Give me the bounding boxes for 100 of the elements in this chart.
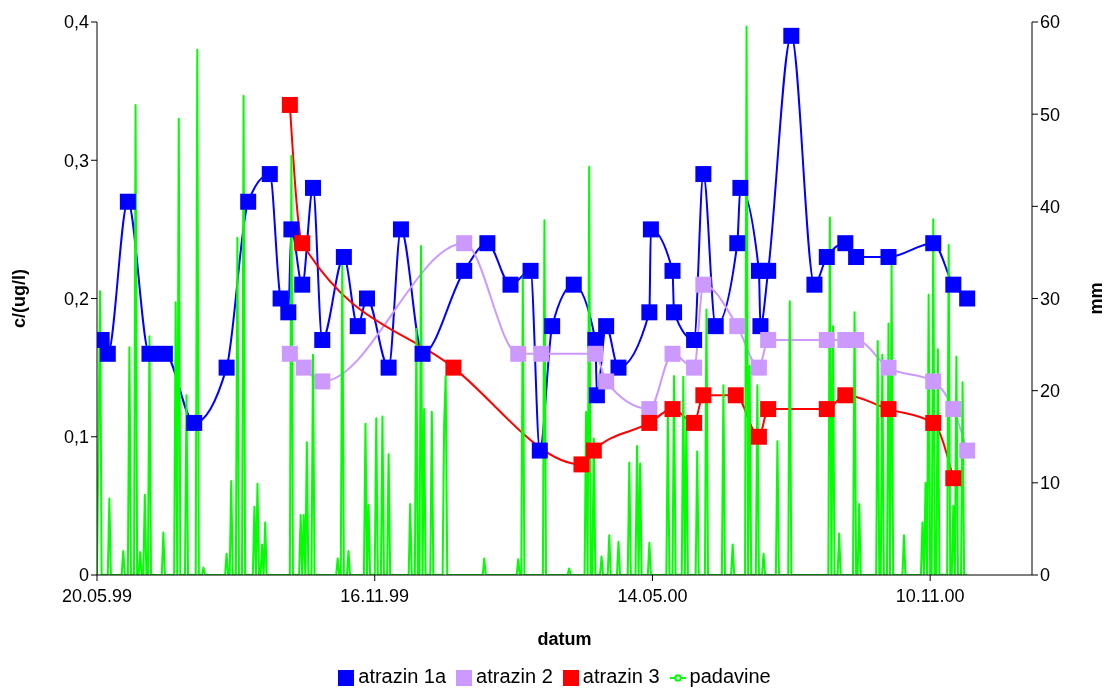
point <box>479 235 496 252</box>
point <box>294 276 311 293</box>
point <box>392 221 409 238</box>
point <box>925 373 942 390</box>
point <box>522 262 539 279</box>
legend-label: atrazin 3 <box>582 665 660 687</box>
point <box>281 345 298 362</box>
point <box>945 470 962 487</box>
point <box>818 249 835 266</box>
point <box>335 249 352 266</box>
point <box>925 235 942 252</box>
point <box>380 359 397 376</box>
point <box>760 262 777 279</box>
point <box>729 235 746 252</box>
point <box>294 235 311 252</box>
point <box>240 193 257 210</box>
y2-tick-label: 10 <box>1040 473 1061 494</box>
point <box>186 414 203 431</box>
point <box>585 442 602 459</box>
point <box>750 359 767 376</box>
point <box>573 456 590 473</box>
y2-tick-label: 50 <box>1040 104 1061 125</box>
point <box>314 373 331 390</box>
x-tick-label: 20.05.99 <box>61 585 133 606</box>
point <box>945 401 962 418</box>
point <box>837 235 854 252</box>
point <box>502 276 519 293</box>
y-tick-label: 0,1 <box>63 427 89 448</box>
point <box>760 401 777 418</box>
point <box>880 401 897 418</box>
point <box>281 96 298 113</box>
point <box>695 387 712 404</box>
point <box>727 387 744 404</box>
point <box>544 318 561 335</box>
point <box>99 345 116 362</box>
point <box>925 414 942 431</box>
x-tick-label: 16.11.99 <box>340 585 410 606</box>
point <box>359 290 376 307</box>
point <box>445 359 462 376</box>
point <box>280 304 297 321</box>
point <box>456 262 473 279</box>
point <box>664 345 681 362</box>
point <box>695 166 712 183</box>
y-tick-label: 0 <box>78 565 89 586</box>
point <box>156 345 173 362</box>
point <box>959 442 976 459</box>
point <box>880 249 897 266</box>
point <box>565 276 582 293</box>
point <box>707 318 724 335</box>
point <box>598 373 615 390</box>
legend-label: padavine <box>689 665 771 687</box>
point <box>818 401 835 418</box>
point <box>295 359 312 376</box>
y-tick-label: 0,2 <box>63 288 89 309</box>
point <box>349 318 366 335</box>
point <box>760 331 777 348</box>
point <box>510 345 527 362</box>
point <box>598 318 615 335</box>
point <box>664 262 681 279</box>
point <box>880 359 897 376</box>
point <box>664 401 681 418</box>
point <box>732 179 749 196</box>
point <box>531 442 548 459</box>
point <box>686 414 703 431</box>
point <box>610 359 627 376</box>
point <box>456 235 473 252</box>
y-axis-title: c/(ug/l) <box>9 269 30 328</box>
legend-label: atrazin 1a <box>358 665 447 687</box>
point <box>945 276 962 293</box>
point <box>588 387 605 404</box>
point <box>818 331 835 348</box>
point <box>261 166 278 183</box>
point <box>641 304 658 321</box>
point <box>783 27 800 44</box>
point <box>666 304 683 321</box>
x-tick-label: 14.05.00 <box>617 585 688 606</box>
point <box>848 249 865 266</box>
y2-axis-title: mm <box>1086 282 1107 315</box>
point <box>729 318 746 335</box>
point <box>806 276 823 293</box>
point <box>141 345 158 362</box>
point <box>837 387 854 404</box>
point <box>587 345 604 362</box>
legend-label: atrazin 2 <box>476 665 553 687</box>
point <box>218 359 235 376</box>
point <box>414 345 431 362</box>
x-axis-title: datum <box>537 629 592 649</box>
point <box>959 290 976 307</box>
point <box>695 276 712 293</box>
point <box>686 359 703 376</box>
point <box>533 345 550 362</box>
x-tick-label: 10.11.00 <box>895 585 965 606</box>
y-tick-label: 0,3 <box>63 150 89 171</box>
y-tick-label: 0,4 <box>63 12 89 33</box>
point <box>283 221 300 238</box>
y2-tick-label: 60 <box>1040 12 1061 33</box>
point <box>686 331 703 348</box>
y2-tick-label: 30 <box>1040 288 1061 309</box>
y2-tick-label: 40 <box>1040 196 1061 217</box>
point <box>305 179 322 196</box>
